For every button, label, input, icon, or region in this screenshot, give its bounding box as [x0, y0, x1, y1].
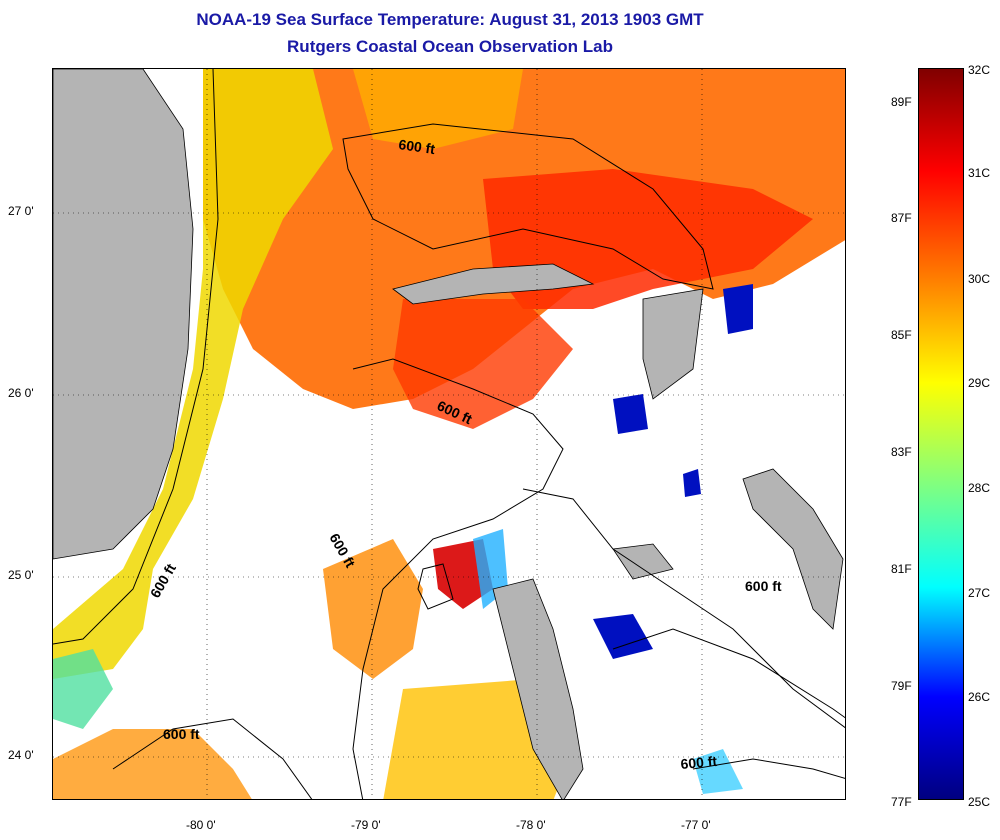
land-masses — [53, 69, 844, 799]
graticule — [53, 69, 845, 799]
y-tick-label: 24 0' — [8, 748, 34, 762]
x-tick-label: -78 0' — [516, 818, 546, 832]
colorbar-f-label: 77F — [891, 795, 912, 809]
contour-label: 600 ft — [326, 531, 358, 571]
map-title: NOAA-19 Sea Surface Temperature: August … — [196, 10, 704, 29]
y-tick-label: 26 0' — [8, 386, 34, 400]
colorbar-f-label: 89F — [891, 95, 912, 109]
colorbar-c-label: 29C — [968, 376, 991, 390]
colorbar-c-label: 31C — [968, 166, 991, 180]
x-tick-label: -77 0' — [681, 818, 711, 832]
isobath-contours — [53, 69, 845, 799]
sst-map: 600 ft 600 ft 600 ft 600 ft 600 ft 600 f… — [52, 68, 846, 800]
colorbar-c-label: 26C — [968, 690, 991, 704]
contour-label: 600 ft — [163, 726, 200, 742]
colorbar-f-label: 85F — [891, 328, 912, 342]
map-subtitle: Rutgers Coastal Ocean Observation Lab — [287, 37, 613, 56]
x-tick-label: -80 0' — [186, 818, 216, 832]
y-tick-label: 25 0' — [8, 568, 34, 582]
colorbar-c-label: 30C — [968, 272, 991, 286]
contour-label: 600 ft — [398, 136, 437, 157]
colorbar-f-label: 79F — [891, 679, 912, 693]
colorbar-c-label: 28C — [968, 481, 991, 495]
x-tick-label: -79 0' — [351, 818, 381, 832]
sst-map-canvas: 600 ft 600 ft 600 ft 600 ft 600 ft 600 f… — [53, 69, 845, 799]
colorbar-f-label: 81F — [891, 562, 912, 576]
colorbar-c-label: 25C — [968, 795, 991, 809]
y-tick-label: 27 0' — [8, 204, 34, 218]
colorbar-f-label: 83F — [891, 445, 912, 459]
colorbar-c-label: 27C — [968, 586, 991, 600]
contour-label: 600 ft — [745, 578, 782, 594]
contour-label: 600 ft — [680, 753, 718, 772]
colorbar-f-label: 87F — [891, 211, 912, 225]
temperature-colorbar — [918, 68, 964, 800]
colorbar-c-label: 32C — [968, 63, 991, 77]
